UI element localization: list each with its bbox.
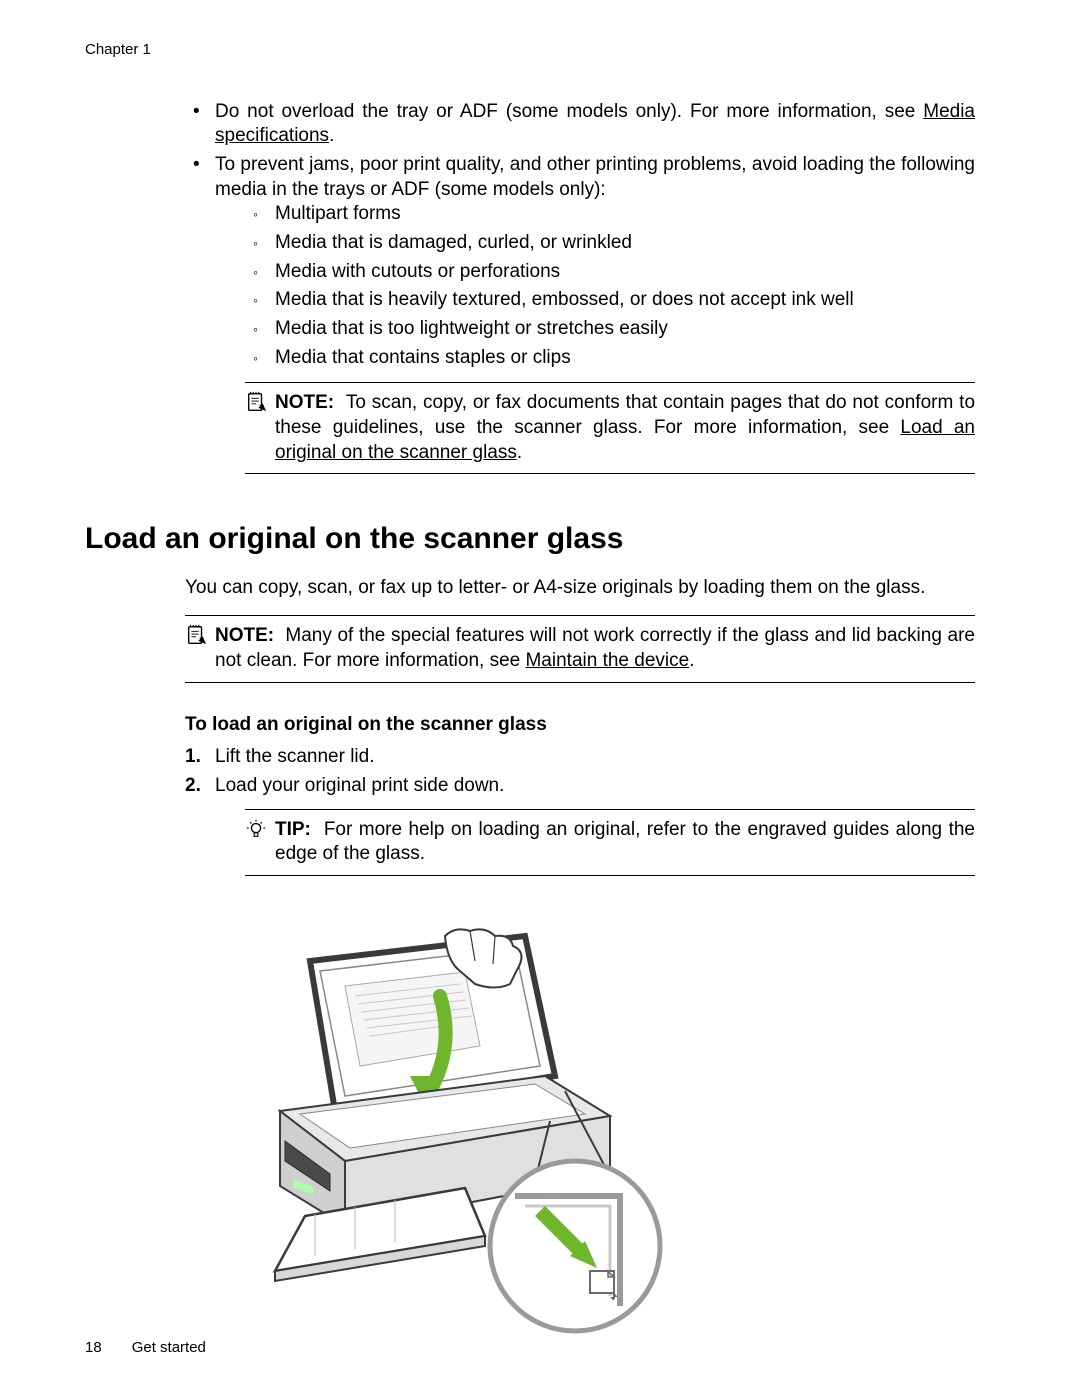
note-content: NOTE: Many of the special features will …	[215, 624, 975, 673]
procedure-heading: To load an original on the scanner glass	[185, 713, 995, 738]
page-footer: 18 Get started	[85, 1338, 206, 1358]
page-content: Chapter 1 • Do not overload the tray or …	[0, 0, 1080, 1384]
bullet-marker: •	[185, 153, 215, 475]
sub-bullet-marker: ◦	[245, 202, 275, 227]
sub-bullet-marker: ◦	[245, 317, 275, 342]
note-icon-col	[185, 624, 215, 673]
tip-box: TIP: For more help on loading an origina…	[245, 809, 975, 876]
sub-bullet-text: Multipart forms	[275, 202, 401, 227]
footer-section: Get started	[132, 1339, 206, 1356]
note-label: NOTE:	[215, 625, 274, 646]
bullet-list: • Do not overload the tray or ADF (some …	[185, 100, 975, 475]
tip-label: TIP:	[275, 819, 311, 840]
step-number: 2.	[185, 774, 215, 876]
sub-bullet-marker: ◦	[245, 231, 275, 256]
sub-bullet-marker: ◦	[245, 346, 275, 371]
link-maintain-device[interactable]: Maintain the device	[525, 650, 689, 671]
note-icon	[185, 624, 207, 646]
sub-bullet-text: Media that is damaged, curled, or wrinkl…	[275, 231, 632, 256]
tip-content: TIP: For more help on loading an origina…	[275, 818, 975, 867]
note-content: NOTE: To scan, copy, or fax documents th…	[275, 391, 975, 465]
step-number: 1.	[185, 745, 215, 770]
sub-bullet-text: Media that is heavily textured, embossed…	[275, 288, 854, 313]
bullet-text: To prevent jams, poor print quality, and…	[215, 153, 975, 475]
tip-icon-col	[245, 818, 275, 867]
note-box: NOTE: To scan, copy, or fax documents th…	[245, 382, 975, 474]
bullet-item: • To prevent jams, poor print quality, a…	[185, 153, 975, 475]
note-box: NOTE: Many of the special features will …	[185, 615, 975, 682]
sub-bullet-marker: ◦	[245, 260, 275, 285]
section-heading: Load an original on the scanner glass	[85, 519, 995, 558]
note-icon	[245, 391, 267, 413]
note-label: NOTE:	[275, 392, 334, 413]
list-item: 1. Lift the scanner lid.	[185, 745, 975, 770]
step-text: Load your original print side down.	[215, 774, 975, 799]
tip-icon	[245, 818, 267, 840]
sub-bullet-list: ◦Multipart forms ◦Media that is damaged,…	[245, 202, 975, 370]
numbered-list: 1. Lift the scanner lid. 2. Load your or…	[185, 745, 975, 876]
page-number: 18	[85, 1338, 102, 1358]
sub-bullet-text: Media with cutouts or perforations	[275, 260, 560, 285]
bullet-marker: •	[185, 100, 215, 149]
step-content: Load your original print side down. TIP:…	[215, 774, 975, 876]
sub-bullet-marker: ◦	[245, 288, 275, 313]
list-item: 2. Load your original print side down. T…	[185, 774, 975, 876]
bullet-item: • Do not overload the tray or ADF (some …	[185, 100, 975, 149]
bullet-text: Do not overload the tray or ADF (some mo…	[215, 100, 975, 149]
note-icon-col	[245, 391, 275, 465]
section-intro: You can copy, scan, or fax up to letter-…	[185, 576, 975, 601]
printer-illustration	[215, 916, 995, 1344]
sub-bullet-text: Media that is too lightweight or stretch…	[275, 317, 668, 342]
chapter-header: Chapter 1	[85, 40, 995, 60]
step-text: Lift the scanner lid.	[215, 745, 374, 770]
sub-bullet-text: Media that contains staples or clips	[275, 346, 571, 371]
